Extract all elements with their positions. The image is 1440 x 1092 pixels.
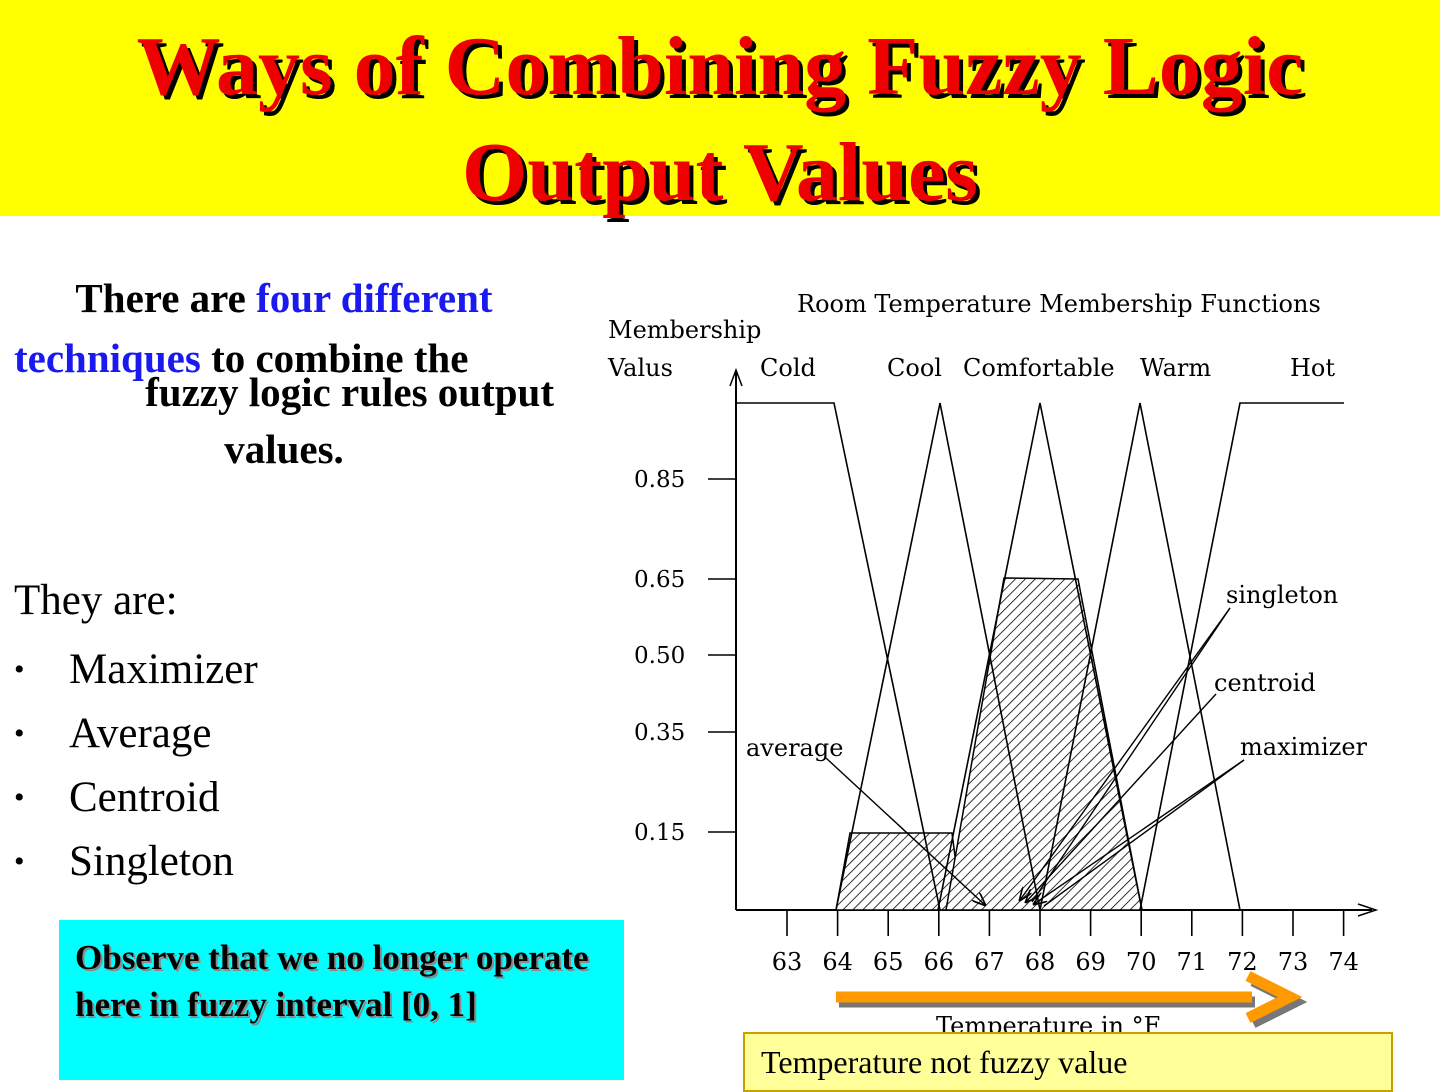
x-tick-label: 68 [1025,948,1056,976]
pointer-singleton-2 [1031,607,1231,903]
hatched-region-comfortable [945,577,1143,911]
note-box: Observe that we no longer operate here i… [59,920,624,1080]
technique-average: Average [69,710,212,757]
set-label-hot: Hot [1290,354,1335,382]
set-label-cool: Cool [887,354,942,382]
x-tick-label: 65 [873,948,904,976]
mf-hot [1139,402,1344,911]
pointer-maximizer-1 [1034,759,1245,904]
y-axis-arrow [729,367,743,387]
intro-highlight1: four different [256,275,493,321]
technique-maximizer: Maximizer [69,646,258,693]
x-tick-label: 73 [1278,948,1309,976]
temperature-note-text: Temperature not fuzzy value [761,1044,1128,1080]
annotation-maximizer: maximizer [1240,733,1368,761]
intro-part4: values. [224,426,344,472]
set-label-cold: Cold [760,354,816,382]
set-label-warm: Warm [1140,354,1211,382]
intro-part2: to combine the [200,335,469,381]
pointer-average [825,757,985,905]
technique-list: • Maximizer • Average • Centroid • Singleton [14,638,258,894]
annotation-average: average [746,734,843,762]
x-tick-label: 66 [924,948,955,976]
annotation-singleton: singleton [1226,581,1338,609]
hatched-region-cool [835,832,963,911]
y-tick-label: 0.65 [634,567,685,593]
title-bar [0,0,1440,216]
intro-highlight2: techniques [14,335,201,381]
mf-comfortable [937,402,1143,911]
x-tick-label: 63 [772,948,803,976]
diagram-ylabel-1: Membership [608,316,761,344]
x-tick-label: 64 [822,948,853,976]
pointer-maximizer-2 [1043,759,1245,907]
mf-cold [736,402,941,911]
technique-singleton: Singleton [69,838,234,885]
y-tick-label: 0.35 [634,720,685,746]
x-axis-arrow [1357,903,1379,917]
x-tick-label: 71 [1177,948,1208,976]
orange-arrow [836,971,1308,1028]
pointer-centroid [1026,693,1217,902]
list-item: • Maximizer [14,638,258,702]
y-tick-label: 0.85 [634,467,685,493]
x-ticks: 63 64 65 66 67 68 69 70 71 72 73 74 [772,910,1359,976]
note-text: Observe that we no longer operate here i… [75,938,589,1024]
annotation-centroid: centroid [1214,669,1316,697]
x-tick-label: 72 [1227,948,1258,976]
list-heading: They are: [14,577,178,624]
mf-cool [835,402,1041,911]
mf-warm [1039,402,1241,911]
x-tick-label: 69 [1075,948,1106,976]
x-tick-label: 74 [1328,948,1359,976]
set-label-comfortable: Comfortable [963,354,1115,382]
slide-title: Ways of Combining Fuzzy Logic Output Val… [136,20,1304,219]
list-item: • Average [14,702,258,766]
list-item: • Centroid [14,766,258,830]
list-item: • Singleton [14,830,258,894]
x-tick-label: 67 [974,948,1005,976]
diagram-ylabel-2: Valus [607,354,673,382]
intro-part3: fuzzy logic rules output [145,369,554,415]
intro-part1: There are [75,275,257,321]
x-tick-label: 70 [1126,948,1157,976]
pointer-singleton-1 [1020,607,1231,900]
y-tick-label: 0.50 [634,643,685,669]
intro-text: There are four different techniques to c… [14,268,554,484]
temperature-note-box: Temperature not fuzzy value [743,1032,1393,1092]
diagram-title: Room Temperature Membership Functions [797,290,1321,318]
y-tick-label: 0.15 [634,820,685,846]
technique-centroid: Centroid [69,774,220,821]
y-ticks: 0.85 0.65 0.50 0.35 0.15 [634,467,736,846]
